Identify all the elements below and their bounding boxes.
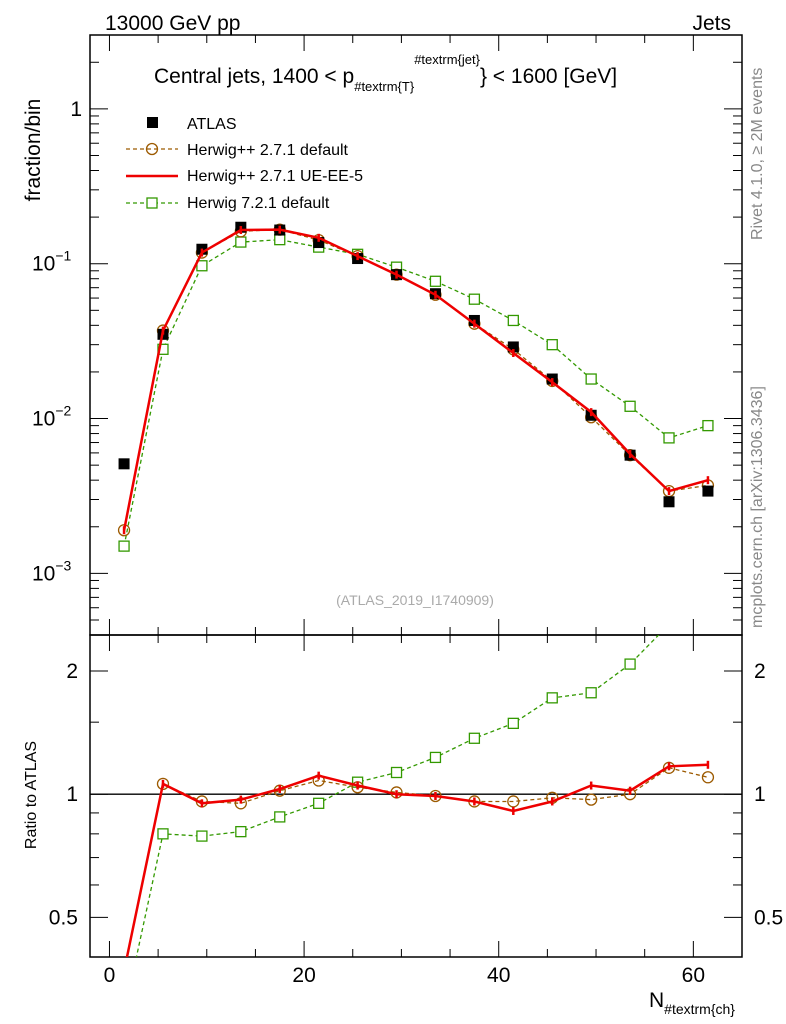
ratio-series-herwig-7-2-1-default [119, 616, 713, 1019]
ratio-point-herwig-7-2-1-default [119, 1009, 129, 1019]
legend-herwigpp-default-label: Herwig++ 2.7.1 default [187, 142, 349, 159]
ratio-point-herwig-7-2-1-default [624, 658, 636, 670]
x-axis-label-sub: #textrm{ch} [664, 1001, 735, 1017]
title-subscript: #textrm{T} [354, 79, 415, 94]
ratio-point-herwig-2-7-1-default [507, 795, 520, 808]
ratio-point-herwig-7-2-1-default [703, 616, 713, 626]
main-point-herwig-7-2-1-default [429, 275, 442, 287]
main-y-tick-label: 10−3 [32, 557, 72, 585]
ratio-point-herwig-2-7-1-default [701, 771, 715, 784]
ratio-y-tick-label-right: 1 [754, 783, 766, 806]
title-superscript: #textrm{jet} [414, 52, 480, 67]
ratio-y-tick-label-right: 0.5 [754, 906, 783, 929]
main-series-atlas [118, 221, 714, 508]
ratio-line-herwig-7-2-1-default [135, 635, 660, 957]
header-left-label: 13000 GeV pp [105, 12, 240, 35]
main-point-atlas [118, 458, 130, 470]
ratio-y-tick-label: 1 [66, 783, 78, 806]
ratio-point-herwig-7-2-1-default [664, 619, 674, 629]
main-point-atlas [663, 496, 675, 508]
ratio-point-herwig-7-2-1-default [468, 732, 481, 744]
main-point-herwig-7-2-1-default [157, 343, 169, 355]
legend-herwig7-label: Herwig 7.2.1 default [187, 195, 330, 212]
ratio-point-herwig-7-2-1-default [235, 825, 247, 838]
main-point-herwig-7-2-1-default [274, 234, 286, 246]
main-point-atlas [507, 341, 519, 353]
main-point-herwig-7-2-1-default [546, 339, 558, 351]
x-tick-label: 60 [682, 964, 705, 987]
main-y-tick-label: 1 [70, 98, 82, 121]
main-point-atlas [702, 485, 714, 497]
y-tick-base: 10 [32, 562, 55, 585]
ratio-line-herwig-2-7-1-ue-ee-5 [125, 763, 708, 957]
mcplots-label: mcplots.cern.ch [arXiv:1306.3436] [749, 386, 766, 628]
main-point-herwig-7-2-1-default [585, 373, 597, 385]
main-point-atlas [313, 237, 325, 249]
x-axis-label-main: N [649, 989, 664, 1012]
main-y-tick-label: 10−2 [32, 403, 72, 431]
ratio-y-axis-label: Ratio to ATLAS [23, 741, 40, 849]
legend: ATLAS Herwig++ 2.7.1 default Herwig++ 2.… [126, 116, 363, 212]
main-series-herwig-7-2-1-default [118, 234, 714, 552]
y-tick-exponent: −2 [55, 403, 71, 419]
main-y-tick-label: 10−1 [32, 248, 72, 276]
main-point-herwig-7-2-1-default [196, 260, 208, 272]
ratio-point-herwig-2-7-1-default [119, 965, 130, 976]
main-line-herwig-7-2-1-default [123, 239, 709, 547]
title-text: Central jets, 1400 < p [154, 65, 354, 88]
title-tail: } < 1600 [GeV] [480, 65, 617, 88]
y-tick-base: 10 [32, 408, 55, 431]
ratio-point-herwig-7-2-1-default [429, 751, 442, 764]
x-tick-label: 20 [292, 964, 315, 987]
x-axis-label: N#textrm{ch} [649, 989, 735, 1017]
legend-herwigpp-ueee5-label: Herwig++ 2.7.1 UE-EE-5 [187, 168, 363, 185]
ratio-panel-content: 0 20 40 60 0.5 0.5 1 1 2 2 [49, 616, 783, 1019]
ratio-point-herwig-7-2-1-default [274, 811, 286, 823]
ratio-point-herwig-7-2-1-default [507, 717, 519, 730]
main-point-herwig-7-2-1-default [702, 419, 714, 432]
main-point-herwig-7-2-1-default [235, 236, 247, 248]
legend-atlas-marker [147, 117, 158, 128]
main-point-herwig-7-2-1-default [507, 314, 519, 327]
main-y-axis-label: fraction/bin [22, 99, 45, 202]
y-tick-exponent: −3 [55, 557, 71, 573]
main-point-herwig-7-2-1-default [118, 540, 130, 552]
x-tick-label: 0 [104, 964, 116, 987]
rivet-version-label: Rivet 4.1.0, ≥ 2M events [749, 68, 766, 240]
main-series-herwig-2-7-1-default [117, 223, 715, 537]
main-point-herwig-7-2-1-default [468, 293, 481, 305]
ratio-line-herwig-2-7-1-default [126, 767, 709, 957]
ratio-point-herwig-7-2-1-default [313, 797, 325, 809]
y-tick-base: 10 [32, 253, 55, 276]
main-point-herwig-7-2-1-default [624, 400, 636, 412]
main-line-herwig-2-7-1-ue-ee-5 [122, 228, 709, 531]
y-tick-exponent: −1 [55, 248, 71, 264]
ratio-point-herwig-7-2-1-default [196, 830, 208, 842]
legend-herwigpp-default-marker [145, 142, 159, 156]
ratio-point-herwig-7-2-1-default [390, 766, 403, 779]
main-series-herwig-2-7-1-ue-ee-5 [122, 225, 710, 535]
analysis-id-label: (ATLAS_2019_I1740909) [336, 592, 494, 608]
main-plot-title: Central jets, 1400 < p#textrm{T} #textrm{… [154, 52, 617, 94]
ratio-y-tick-label-right: 2 [754, 660, 766, 683]
legend-herwig7-marker [146, 197, 158, 209]
main-panel-content: 10−310−210−11 [32, 34, 742, 636]
ratio-point-herwig-7-2-1-default [157, 828, 169, 840]
ratio-point-herwig-7-2-1-default [546, 692, 558, 704]
x-tick-label: 40 [487, 964, 510, 987]
ratio-point-herwig-7-2-1-default [585, 687, 597, 699]
ratio-series-herwig-2-7-1-ue-ee-5 [125, 760, 710, 957]
main-point-herwig-7-2-1-default [663, 432, 675, 444]
ratio-y-tick-label: 2 [66, 660, 78, 683]
header-right-label: Jets [692, 12, 731, 35]
ratio-panel-frame [89, 634, 743, 958]
legend-atlas-label: ATLAS [187, 116, 237, 133]
ratio-y-tick-label: 0.5 [49, 906, 78, 929]
ratio-point-herwig-2-7-1-default [585, 793, 598, 806]
